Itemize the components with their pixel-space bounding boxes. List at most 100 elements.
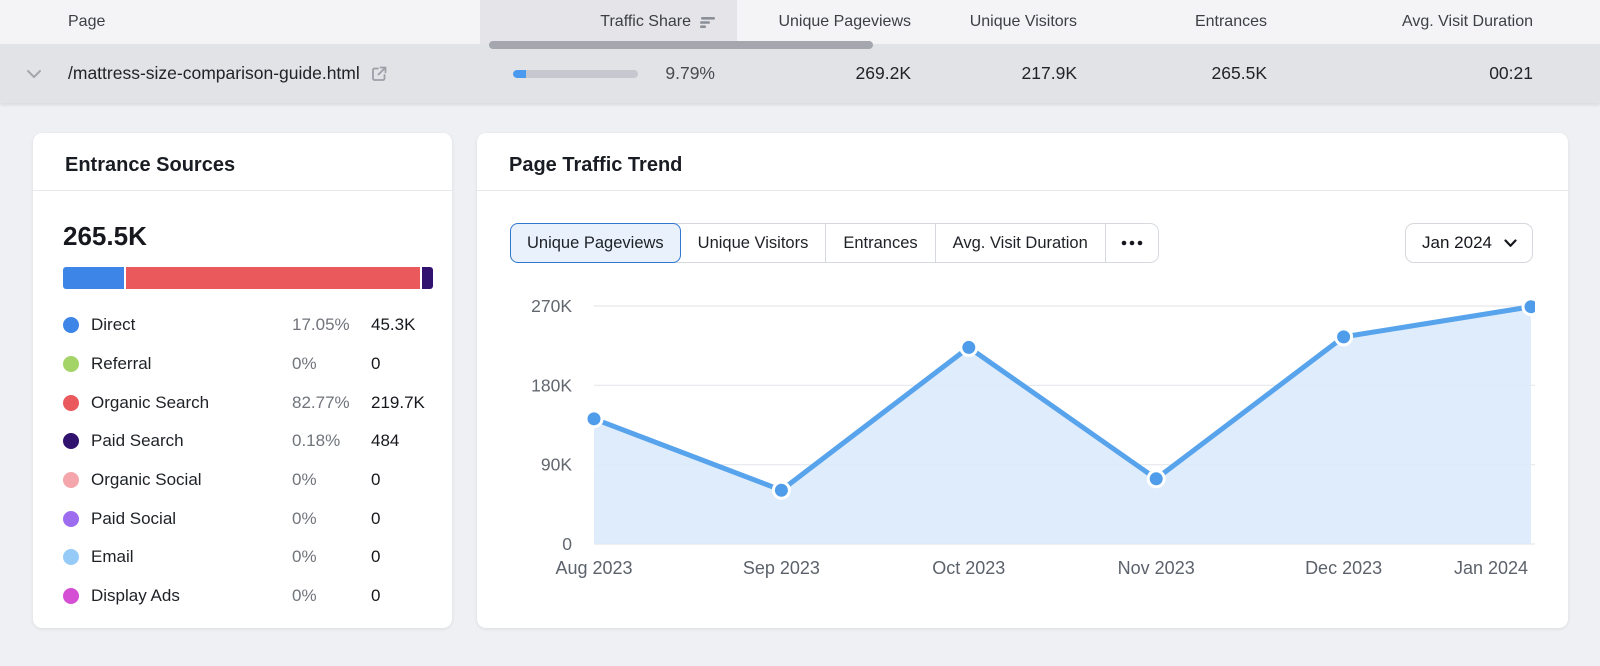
source-label: Paid Social — [91, 508, 177, 528]
source-color-dot — [63, 549, 79, 566]
x-axis-tick-label: Oct 2023 — [932, 558, 1005, 578]
card-divider — [477, 190, 1568, 191]
source-label: Paid Search — [91, 431, 184, 451]
external-link-icon[interactable] — [369, 64, 389, 84]
chevron-down-icon — [1504, 238, 1517, 248]
y-axis-tick-label: 0 — [562, 534, 572, 554]
source-color-dot — [63, 317, 79, 334]
source-color-dot — [63, 472, 79, 489]
data-point[interactable] — [959, 337, 979, 357]
source-label: Display Ads — [91, 586, 180, 606]
column-header-page[interactable]: Page — [0, 0, 480, 44]
y-axis-tick-label: 180K — [531, 375, 572, 395]
table-row: /mattress-size-comparison-guide.html 9.7… — [0, 44, 1600, 103]
x-axis-tick-label: Nov 2023 — [1118, 558, 1195, 578]
metric-tabs-group: Unique Pageviews Unique Visitors Entrances… — [510, 223, 1159, 263]
source-value: 0 — [371, 586, 381, 606]
source-label: Organic Social — [91, 470, 202, 490]
column-header-entrances[interactable]: Entrances — [1101, 0, 1291, 44]
trend-chart-svg: 0 90K 180K 270K Aug 2023 Sep 2023 Oct 2023 Nov … — [531, 296, 1541, 578]
source-name: Paid Search — [63, 431, 292, 451]
traffic-share-bar-fill — [513, 69, 526, 78]
column-label: Unique Visitors — [969, 13, 1077, 30]
source-color-dot — [63, 588, 79, 605]
source-value: 0 — [371, 470, 381, 490]
unique-visitors-cell: 217.9K — [1021, 63, 1077, 83]
data-point[interactable] — [1146, 469, 1166, 489]
source-percent: 0.18% — [292, 431, 341, 451]
column-label: Traffic Share — [600, 13, 691, 30]
source-value: 0 — [371, 508, 381, 528]
avg-visit-duration-cell: 00:21 — [1489, 63, 1533, 83]
source-label: Referral — [91, 354, 152, 374]
page-traffic-trend-card: Page Traffic Trend Unique Pageviews Uniqu… — [477, 133, 1568, 628]
source-row-paid-social: Paid Social 0% 0 — [63, 499, 433, 538]
source-row-direct: Direct 17.05% 45.3K — [63, 306, 433, 345]
y-axis-tick-label: 270K — [531, 296, 572, 316]
source-row-organic-social: Organic Social 0% 0 — [63, 461, 433, 500]
data-point[interactable] — [771, 480, 791, 500]
source-row-paid-search: Paid Search 0.18% 484 — [63, 422, 433, 461]
source-value: 484 — [371, 431, 400, 451]
source-row-display-ads: Display Ads 0% 0 — [63, 577, 433, 616]
source-percent: 0% — [292, 470, 317, 490]
source-row-organic-search: Organic Search 82.77% 219.7K — [63, 383, 433, 422]
column-header-unique-pageviews[interactable]: Unique Pageviews — [737, 0, 935, 44]
metric-tab-entrances[interactable]: Entrances — [825, 224, 935, 262]
bar-segment-paid-search — [422, 267, 433, 289]
source-percent: 0% — [292, 354, 317, 374]
source-name: Email — [63, 547, 292, 567]
x-axis-tick-label: Jan 2024 — [1454, 558, 1528, 578]
bar-segment-direct — [63, 267, 124, 289]
source-color-dot — [63, 356, 79, 373]
source-percent: 82.77% — [292, 392, 350, 412]
column-label: Entrances — [1194, 13, 1267, 30]
y-axis-tick-label: 90K — [541, 455, 572, 475]
x-axis-tick-label: Sep 2023 — [743, 558, 820, 578]
sort-descending-icon — [699, 14, 715, 30]
unique-pageviews-cell: 269.2K — [855, 63, 911, 83]
source-value: 0 — [371, 354, 381, 374]
data-point[interactable] — [1521, 297, 1541, 317]
table-header: Page Traffic Share Unique Pageviews Uniq… — [0, 0, 1600, 44]
source-color-dot — [63, 394, 79, 411]
entrance-sources-title: Entrance Sources — [65, 154, 236, 176]
period-dropdown[interactable]: Jan 2024 — [1405, 223, 1533, 263]
more-metrics-button[interactable] — [1104, 224, 1158, 262]
column-header-unique-visitors[interactable]: Unique Visitors — [935, 0, 1101, 44]
entrances-cell: 265.5K — [1211, 63, 1267, 83]
data-point[interactable] — [1334, 327, 1354, 347]
column-header-avg-visit-duration[interactable]: Avg. Visit Duration — [1291, 0, 1600, 44]
source-name: Display Ads — [63, 586, 292, 606]
trend-line — [591, 304, 1534, 493]
source-name: Organic Search — [63, 393, 292, 413]
period-dropdown-value: Jan 2024 — [1422, 233, 1492, 252]
metric-tab-avg-visit-duration[interactable]: Avg. Visit Duration — [934, 224, 1105, 262]
chevron-down-icon[interactable] — [0, 69, 68, 79]
source-value: 45.3K — [371, 315, 416, 335]
horizontal-scrollbar-thumb[interactable] — [489, 41, 873, 49]
metric-tab-unique-pageviews[interactable]: Unique Pageviews — [510, 223, 681, 263]
page-traffic-trend-body: Unique Pageviews Unique Visitors Entrances… — [477, 223, 1568, 596]
trend-chart: 0 90K 180K 270K Aug 2023 Sep 2023 Oct 2023 Nov … — [510, 291, 1541, 596]
source-label: Organic Search — [91, 392, 210, 412]
source-percent: 17.05% — [292, 315, 350, 335]
source-color-dot — [63, 510, 79, 527]
source-name: Direct — [63, 315, 292, 335]
data-point[interactable] — [584, 409, 604, 429]
entrance-sources-body: 265.5K Direct 17.05% 45.3K Referral 0% 0 Organ… — [33, 221, 452, 616]
entrance-sources-card: Entrance Sources 265.5K Direct 17.05% 45.3… — [33, 133, 452, 628]
column-label: Avg. Visit Duration — [1401, 13, 1533, 30]
metric-tab-unique-visitors[interactable]: Unique Visitors — [680, 224, 826, 262]
source-percent: 0% — [292, 547, 317, 567]
column-label: Page — [68, 13, 106, 30]
traffic-share-bar — [513, 69, 639, 78]
traffic-share-cell: 9.79% — [480, 44, 737, 103]
trend-controls: Unique Pageviews Unique Visitors Entrances… — [510, 223, 1535, 263]
source-name: Paid Social — [63, 509, 292, 529]
column-header-traffic-share[interactable]: Traffic Share — [480, 0, 737, 44]
source-label: Email — [91, 547, 134, 567]
bar-segment-organic-search — [125, 267, 420, 289]
card-divider — [33, 190, 452, 191]
